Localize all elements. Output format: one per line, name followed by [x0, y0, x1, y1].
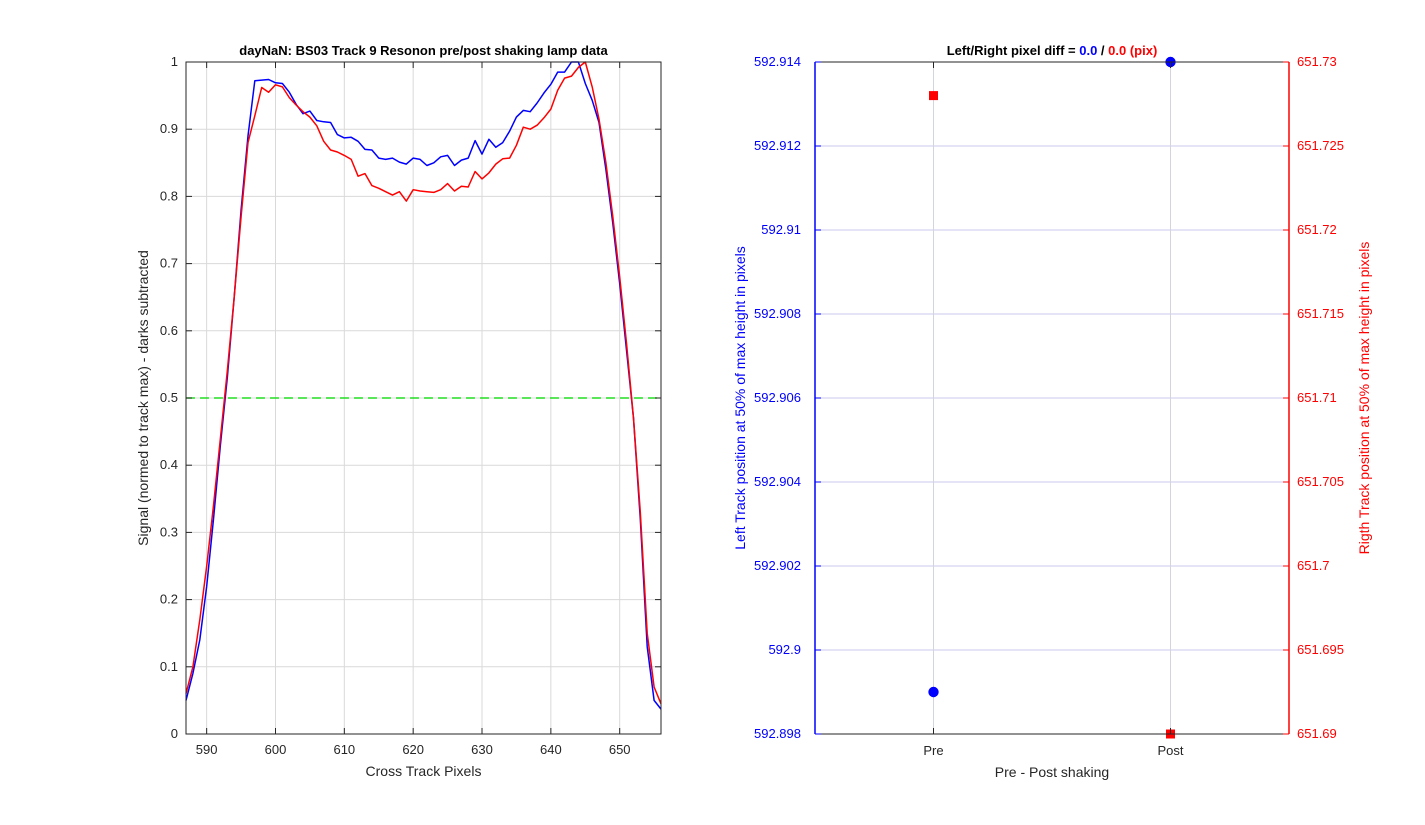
x-tick-label: 640	[540, 742, 562, 757]
signal-plot-title: dayNaN: BS03 Track 9 Resonon pre/post sh…	[239, 43, 608, 58]
signal-y-axis-label: Signal (normed to track max) - darks sub…	[135, 250, 151, 546]
signal-x-axis-label: Cross Track Pixels	[366, 763, 482, 779]
left-tick-label: 592.898	[754, 726, 801, 741]
y-tick-label: 0.9	[160, 121, 178, 136]
y-tick-label: 0.1	[160, 659, 178, 674]
y-tick-label: 0.8	[160, 188, 178, 203]
y-tick-label: 0.3	[160, 524, 178, 539]
left-tick-label: 592.912	[754, 138, 801, 153]
left-track-axis-label: Left Track position at 50% of max height…	[732, 246, 748, 550]
title-separator: /	[1097, 43, 1108, 58]
x-tick-label: 650	[609, 742, 631, 757]
x-tick-label: 610	[333, 742, 355, 757]
y-tick-label: 0.4	[160, 457, 178, 472]
right-tick-label: 651.72	[1297, 222, 1337, 237]
signal-series-group	[185, 61, 662, 710]
right-track-point-pre	[929, 91, 938, 101]
y-tick-label: 0	[171, 726, 178, 741]
position-plot: 592.898 592.9 592.902 592.904 592.906 592.908…	[732, 43, 1372, 780]
pre-shaking-signal-line	[185, 61, 662, 710]
signal-plot-ticks: 590 600 610 620 630 640 650 0 0.1 0.2 0.3 0.4 0.5 0.6…	[160, 54, 661, 757]
title-right-diff: 0.0 (pix)	[1108, 43, 1157, 58]
right-tick-label: 651.715	[1297, 306, 1344, 321]
left-tick-label: 592.908	[754, 306, 801, 321]
category-tick-label: Post	[1157, 743, 1183, 758]
title-left-diff: 0.0	[1079, 43, 1097, 58]
y-tick-label: 0.5	[160, 390, 178, 405]
left-tick-label: 592.902	[754, 558, 801, 573]
x-tick-label: 590	[196, 742, 218, 757]
signal-plot: 590 600 610 620 630 640 650 0 0.1 0.2 0.3 0.4 0.5 0.6…	[135, 43, 662, 779]
left-tick-label: 592.914	[754, 54, 801, 69]
y-tick-label: 0.6	[160, 323, 178, 338]
right-track-axis-label: Rigth Track position at 50% of max heigh…	[1356, 242, 1372, 555]
y-tick-label: 0.7	[160, 256, 178, 271]
left-tick-label: 592.904	[754, 474, 801, 489]
post-shaking-signal-line	[185, 61, 662, 705]
right-tick-label: 651.7	[1297, 558, 1330, 573]
x-tick-label: 620	[402, 742, 424, 757]
y-tick-label: 1	[171, 54, 178, 69]
right-tick-label: 651.695	[1297, 642, 1344, 657]
position-plot-ticks: 592.898 592.9 592.902 592.904 592.906 592.908…	[754, 54, 1344, 758]
right-tick-label: 651.73	[1297, 54, 1337, 69]
left-track-point-pre	[928, 686, 939, 698]
title-prefix: Left/Right pixel diff =	[947, 43, 1080, 58]
position-plot-title: Left/Right pixel diff = 0.0 / 0.0 (pix)	[947, 43, 1158, 58]
right-tick-label: 651.705	[1297, 474, 1344, 489]
position-x-axis-label: Pre - Post shaking	[995, 764, 1109, 780]
category-tick-label: Pre	[923, 743, 943, 758]
x-tick-label: 600	[265, 742, 287, 757]
right-tick-label: 651.725	[1297, 138, 1344, 153]
right-tick-label: 651.71	[1297, 390, 1337, 405]
right-tick-label: 651.69	[1297, 726, 1337, 741]
left-tick-label: 592.906	[754, 390, 801, 405]
left-tick-label: 592.91	[761, 222, 801, 237]
left-tick-label: 592.9	[768, 642, 801, 657]
x-tick-label: 630	[471, 742, 493, 757]
y-tick-label: 0.2	[160, 592, 178, 607]
